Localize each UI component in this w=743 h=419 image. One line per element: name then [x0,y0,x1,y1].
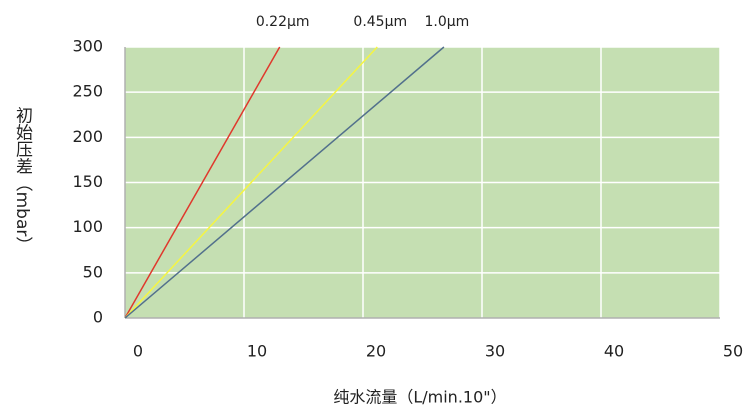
series-label: 1.0μm [425,14,470,30]
x-tick-label: 30 [485,342,505,361]
x-tick-label: 20 [366,342,386,361]
series-line [124,46,445,319]
x-tick-label: 40 [604,342,624,361]
y-tick-label: 200 [72,127,103,146]
x-tick-label: 50 [723,342,743,361]
series-label: 0.45μm [353,14,407,30]
y-axis-label: 初始压差（mbar） [12,107,33,254]
x-tick-label: 10 [247,342,267,361]
series-label: 0.22μm [256,14,310,30]
y-tick-label: 150 [72,172,103,191]
y-tick-label: 0 [93,308,103,327]
series-line [124,46,281,319]
x-axis-label: 纯水流量（L/min.10"） [333,388,506,407]
x-tick-label: 0 [133,342,143,361]
y-tick-label: 50 [83,262,103,281]
y-tick-label: 300 [72,37,103,56]
series-line [124,46,378,319]
y-tick-label: 250 [72,82,103,101]
y-tick-label: 100 [72,217,103,236]
